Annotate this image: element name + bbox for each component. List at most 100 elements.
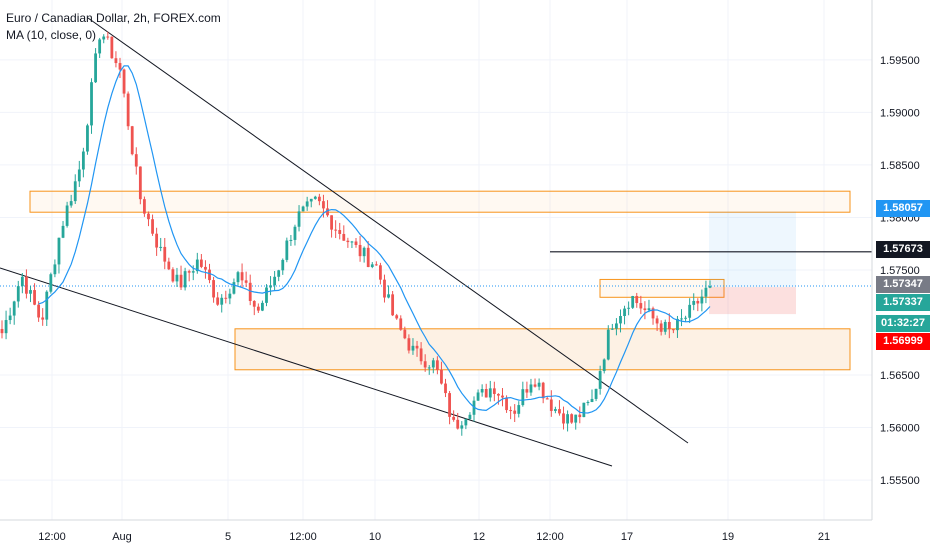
candle-body [256,306,260,311]
candle-body [578,414,582,418]
candle-body [134,154,138,167]
candle-body [456,419,460,429]
candle-body [663,321,667,332]
candle-body [65,205,69,226]
candle-body [419,348,423,362]
candle-body [281,259,285,271]
candle-body [362,247,366,257]
candle-body [606,329,610,360]
candle-body [57,237,61,265]
candle-body [350,241,354,243]
candle-body [342,233,346,241]
candle-body [33,290,36,305]
candle-body [370,264,374,268]
candle-body [29,290,32,294]
candle-body [277,270,281,277]
candle-body [480,389,484,393]
candle-body [102,36,106,40]
time-tick-label: 12:00 [38,531,66,543]
candle-body [411,345,415,351]
candle-body [143,199,146,214]
zones-layer [29,190,851,371]
time-tick-label: Aug [112,531,132,543]
time-tick-label: 12:00 [536,531,564,543]
chart-grid [0,0,872,520]
candle-body [216,297,220,305]
moving-average-line [38,65,711,414]
candle-body [114,58,118,64]
candle-body [521,389,525,406]
candle-body [415,345,419,349]
price-tag-green: 1.57337 [876,294,930,311]
candle-body [627,307,631,309]
time-tick-label: 12:00 [289,531,317,543]
candle-body [582,402,586,418]
candle-body [285,240,289,260]
descending-trendline [87,17,689,444]
candle-body [688,304,692,318]
candle-body [273,276,277,286]
candle-body [452,416,456,420]
price-tick-label: 1.57500 [880,265,920,277]
candle-body [566,414,569,424]
candle-body [379,265,382,280]
candle-body [639,303,643,309]
candle-body [171,269,175,282]
candle-body [387,294,390,298]
candle-body [423,361,427,368]
candle-body [488,388,492,398]
candle-body [602,359,606,372]
candle-body [460,425,464,429]
candle-body [497,393,500,396]
candle-body [484,389,488,398]
candle-body [338,230,342,234]
candle-body [73,181,77,202]
candle-body [395,315,399,319]
price-tick-label: 1.56000 [880,423,920,435]
candle-body [391,294,395,316]
candle-body [598,371,602,389]
candle-body [431,360,435,368]
candle-body [366,247,370,268]
candle-body [301,206,305,212]
candle-body [684,317,687,319]
candle-body [322,201,325,209]
candle-body [20,276,24,287]
candle-body [676,318,679,331]
candle-body [330,215,333,230]
indicator-legend[interactable]: MA (10, close, 0) [6,28,97,42]
candle-body [354,241,358,245]
candle-body [37,304,41,318]
candle-body [183,271,187,288]
price-tick-label: 1.58500 [880,160,920,172]
candle-body [4,320,8,334]
candle-body [468,414,472,420]
candle-body [464,419,468,426]
candle-body [248,282,252,301]
candle-body [293,226,297,240]
candle-body [204,266,207,270]
candle-body [448,393,451,417]
candle-body [224,297,228,299]
candle-body [305,201,309,207]
candle-body [98,39,102,54]
candle-body [383,279,386,298]
candle-body [12,301,16,316]
time-tick-label: 21 [818,531,830,543]
candle-body [220,297,224,305]
candle-body [240,272,244,281]
lower-trendline [0,267,613,467]
candle-body [326,208,329,216]
price-tick-label: 1.55500 [880,475,920,487]
position-target-area [709,211,796,288]
candle-body [77,169,81,182]
candle-body [309,198,313,202]
drawings-layer [0,17,872,467]
candle-body [545,398,549,400]
candle-body [191,271,195,273]
candle-body [106,36,110,38]
candle-body [553,409,557,411]
candle-body [501,395,504,398]
candle-body [358,244,362,257]
